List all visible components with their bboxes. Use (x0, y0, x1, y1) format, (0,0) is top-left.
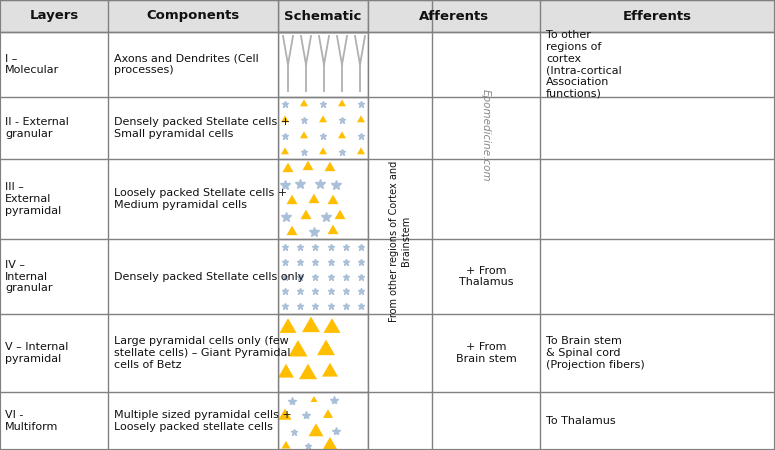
Text: VI -
Multiform: VI - Multiform (5, 410, 58, 432)
Text: Schematic: Schematic (284, 9, 362, 22)
Polygon shape (325, 162, 336, 171)
Text: Large pyramidal cells only (few
stellate cells) – Giant Pyramidal
cells of Betz: Large pyramidal cells only (few stellate… (114, 337, 291, 369)
Polygon shape (281, 441, 291, 449)
Polygon shape (322, 363, 338, 377)
Polygon shape (288, 340, 308, 356)
Polygon shape (319, 148, 327, 154)
Polygon shape (323, 437, 337, 449)
Polygon shape (302, 161, 314, 170)
Polygon shape (301, 210, 312, 219)
Text: Multiple sized pyramidal cells +
Loosely packed stellate cells: Multiple sized pyramidal cells + Loosely… (114, 410, 291, 432)
Text: II - External
granular: II - External granular (5, 117, 69, 139)
Polygon shape (281, 148, 289, 154)
Polygon shape (328, 225, 339, 234)
Polygon shape (302, 317, 320, 332)
Polygon shape (280, 318, 297, 333)
Polygon shape (338, 99, 346, 106)
Text: Layers: Layers (29, 9, 78, 22)
Text: Densely packed Stellate cells +
Small pyramidal cells: Densely packed Stellate cells + Small py… (114, 117, 290, 139)
Text: V – Internal
pyramidal: V – Internal pyramidal (5, 342, 68, 364)
Text: Axons and Dendrites (Cell
processes): Axons and Dendrites (Cell processes) (114, 54, 259, 75)
Polygon shape (299, 364, 317, 379)
Text: III –
External
pyramidal: III – External pyramidal (5, 182, 61, 216)
Text: From other regions of Cortex and
Brainstem: From other regions of Cortex and Brainst… (389, 160, 411, 322)
Polygon shape (323, 318, 340, 333)
Polygon shape (278, 409, 291, 420)
Polygon shape (323, 409, 333, 418)
Polygon shape (300, 131, 308, 138)
Polygon shape (328, 195, 339, 204)
Text: + From
Thalamus: + From Thalamus (459, 266, 513, 287)
Polygon shape (281, 115, 289, 122)
Polygon shape (317, 340, 335, 355)
Text: Densely packed Stellate cells only: Densely packed Stellate cells only (114, 271, 305, 282)
Polygon shape (311, 396, 318, 402)
Polygon shape (278, 364, 294, 378)
Polygon shape (319, 115, 327, 122)
Text: Afferents: Afferents (419, 9, 489, 22)
Text: To Brain stem
& Spinal cord
(Projection fibers): To Brain stem & Spinal cord (Projection … (546, 337, 645, 369)
Text: IV –
Internal
granular: IV – Internal granular (5, 260, 53, 293)
Text: To Thalamus: To Thalamus (546, 416, 615, 426)
Text: To other
regions of
cortex
(Intra-cortical
Association
functions): To other regions of cortex (Intra-cortic… (546, 31, 622, 99)
Polygon shape (283, 162, 294, 172)
Bar (0, 0, 775, 32)
Polygon shape (308, 423, 323, 436)
Polygon shape (300, 99, 308, 106)
Polygon shape (338, 131, 346, 138)
Text: I –
Molecular: I – Molecular (5, 54, 59, 75)
Polygon shape (357, 115, 365, 122)
Polygon shape (357, 148, 365, 154)
Polygon shape (287, 195, 298, 204)
Polygon shape (308, 194, 319, 203)
Text: Loosely packed Stellate cells +
Medium pyramidal cells: Loosely packed Stellate cells + Medium p… (114, 188, 287, 210)
Polygon shape (335, 210, 346, 219)
Text: + From
Brain stem: + From Brain stem (456, 342, 516, 364)
Text: Efferents: Efferents (623, 9, 692, 22)
Text: Components: Components (146, 9, 239, 22)
Polygon shape (287, 225, 298, 235)
Text: Epomedicine.com: Epomedicine.com (481, 89, 491, 182)
